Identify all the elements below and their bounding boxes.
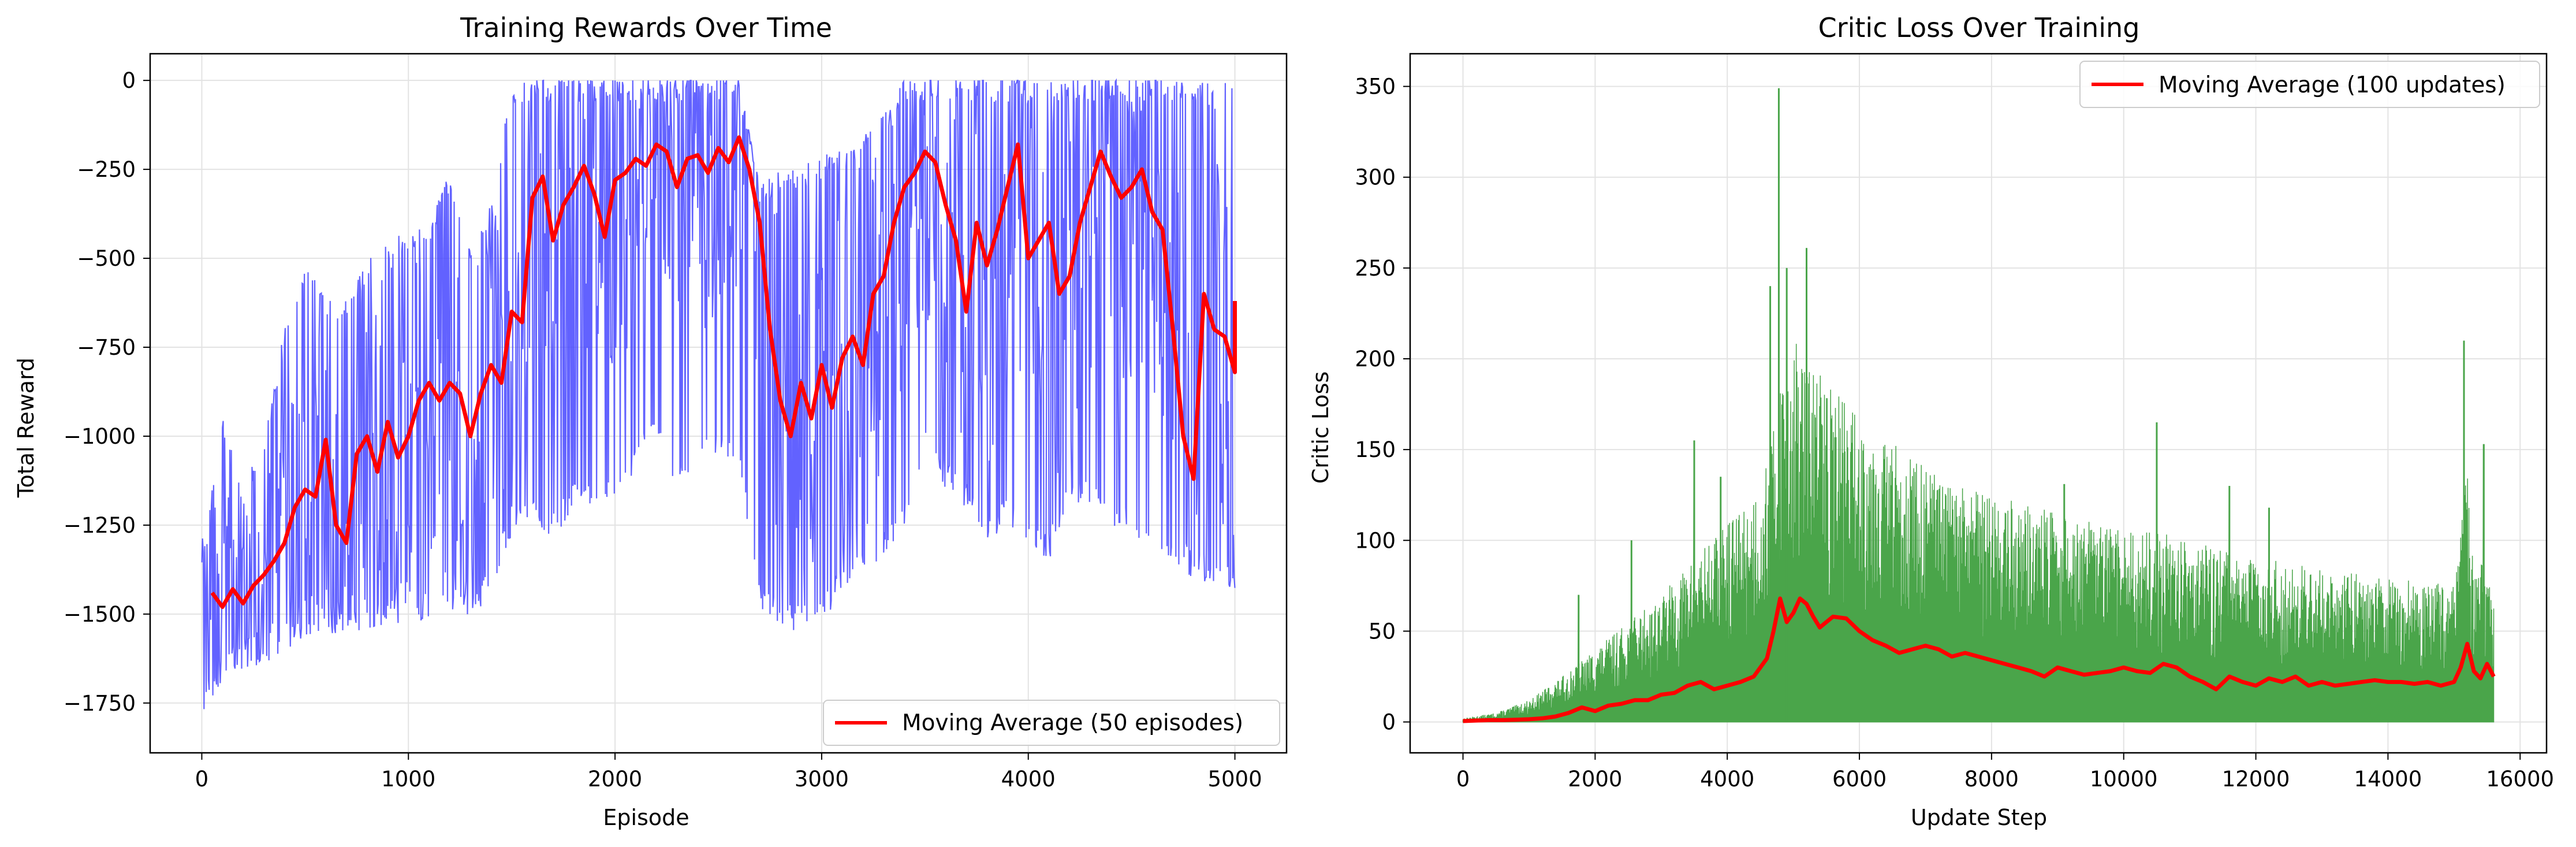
rewards-y-tick-label: −750: [77, 335, 136, 360]
rewards-y-axis-label: Total Reward: [13, 358, 39, 498]
critic-y-tick-label: 0: [1382, 710, 1396, 735]
critic-data-layer: [1462, 88, 2496, 723]
critic-y-axis-label: Critic Loss: [1308, 372, 1333, 484]
rewards-x-tick-label: 2000: [588, 767, 642, 792]
critic-y-tick-label: 300: [1355, 165, 1396, 190]
rewards-x-tick-label: 1000: [381, 767, 435, 792]
critic-loss-chart: Critic Loss Over Training Update Step Cr…: [1308, 12, 2554, 830]
critic-x-tick-label: 2000: [1568, 767, 1622, 792]
critic-x-tick-label: 0: [1456, 767, 1470, 792]
critic-y-tick-label: 100: [1355, 528, 1396, 553]
rewards-chart-title: Training Rewards Over Time: [460, 12, 832, 43]
critic-y-tick-label: 150: [1355, 437, 1396, 462]
critic-chart-title: Critic Loss Over Training: [1818, 12, 2140, 43]
critic-y-tick-label: 350: [1355, 75, 1396, 99]
critic-legend: Moving Average (100 updates): [2079, 61, 2540, 108]
rewards-chart: Training Rewards Over Time Episode Total…: [13, 12, 1288, 830]
rewards-x-axis-label: Episode: [603, 805, 689, 830]
critic-x-axis-label: Update Step: [1911, 805, 2047, 830]
rewards-legend: Moving Average (50 episodes): [823, 700, 1280, 746]
rewards-raw-series: [201, 78, 1236, 709]
rewards-data-layer: [201, 78, 1237, 709]
rewards-y-tick-label: −500: [77, 246, 136, 271]
critic-legend-box: [2079, 61, 2540, 108]
critic-plot-frame: [1409, 53, 2548, 754]
critic-x-tick-label: 16000: [2486, 767, 2554, 792]
critic-y-tick-label: 50: [1369, 619, 1396, 644]
rewards-x-tick-label: 5000: [1207, 767, 1262, 792]
rewards-y-tick-label: −1000: [64, 424, 136, 449]
rewards-x-tick-label: 3000: [795, 767, 849, 792]
rewards-x-tick-label: 4000: [1001, 767, 1056, 792]
rewards-y-tick-label: −1750: [64, 691, 136, 716]
critic-x-tick-label: 8000: [1964, 767, 2019, 792]
critic-x-tick-label: 12000: [2222, 767, 2290, 792]
rewards-y-tick-label: −1500: [64, 602, 136, 627]
critic-y-tick-label: 250: [1355, 256, 1396, 281]
rewards-y-tick-label: −1250: [64, 513, 136, 538]
critic-y-tick-label: 200: [1355, 347, 1396, 372]
rewards-plot-frame: [149, 53, 1288, 754]
critic-moving-average-series: [1463, 596, 2496, 723]
critic-x-tick-label: 4000: [1700, 767, 1754, 792]
rewards-moving-average-series: [210, 135, 1237, 609]
rewards-legend-label: Moving Average (50 episodes): [902, 710, 1243, 736]
rewards-y-tick-label: 0: [122, 68, 136, 93]
critic-legend-label: Moving Average (100 updates): [2159, 72, 2506, 98]
rewards-ticks: 0 1000 2000 3000 4000 5000 0 −250 −500 −750 −1000 −…: [64, 68, 1262, 792]
rewards-y-tick-label: −250: [77, 157, 136, 182]
rewards-x-tick-label: 0: [195, 767, 209, 792]
critic-x-tick-label: 10000: [2090, 767, 2158, 792]
critic-x-tick-label: 14000: [2354, 767, 2422, 792]
critic-x-tick-label: 6000: [1832, 767, 1887, 792]
critic-ticks: 0 2000 4000 6000 8000 10000 12000 14000 16000 0 50…: [1355, 75, 2554, 792]
rewards-legend-box: [823, 700, 1280, 746]
